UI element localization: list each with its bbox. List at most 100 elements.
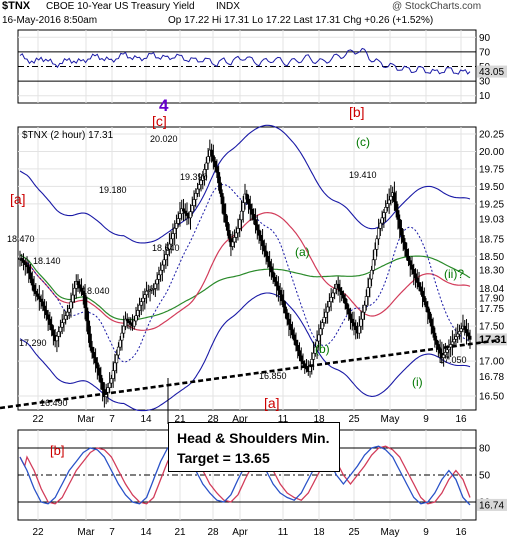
price-bar-body bbox=[210, 149, 214, 156]
price-bar-body bbox=[164, 254, 168, 261]
x-tick-label-top: 7 bbox=[109, 414, 115, 425]
price-bar-body bbox=[138, 304, 142, 311]
price-bar-body bbox=[312, 352, 316, 360]
price-bar-body bbox=[329, 297, 333, 302]
price-bar-body bbox=[371, 259, 375, 271]
price-bar-body bbox=[181, 208, 185, 212]
price-bar-body bbox=[347, 308, 351, 315]
top-y-tick-label: 43.05 bbox=[479, 67, 504, 78]
top-panel-grid bbox=[18, 30, 476, 103]
top-oscillator-line bbox=[19, 47, 471, 75]
bottom-y-tick-label: 80 bbox=[479, 444, 491, 455]
price-bar-body bbox=[426, 306, 430, 313]
price-bar-body bbox=[171, 233, 175, 240]
main-y-tick-label: 19.25 bbox=[479, 199, 504, 210]
main-y-tick-label: 19.75 bbox=[479, 164, 504, 175]
price-bar-body bbox=[48, 318, 52, 325]
moving-average-long bbox=[19, 254, 471, 321]
price-bar-body bbox=[264, 250, 268, 257]
price-bar-body bbox=[20, 258, 24, 261]
price-bar-body bbox=[468, 335, 472, 340]
wave-label-c: (c) bbox=[356, 135, 370, 149]
price-bar-body bbox=[134, 315, 138, 322]
price-bar-body bbox=[225, 222, 229, 231]
price-bar-body bbox=[370, 269, 374, 280]
price-bar-body bbox=[377, 228, 381, 240]
price-bar-body bbox=[206, 156, 210, 164]
main-y-tick-label: 17.00 bbox=[479, 357, 504, 368]
main-y-tick-label: 18.75 bbox=[479, 234, 504, 245]
main-y-tick-label: 17.75 bbox=[479, 304, 504, 315]
price-label-19410: 19.410 bbox=[349, 170, 377, 180]
price-bar-body bbox=[398, 219, 402, 229]
main-panel-grid bbox=[18, 127, 476, 410]
price-bar-body bbox=[116, 346, 120, 356]
price-bar-body bbox=[464, 329, 468, 334]
price-bar-body bbox=[301, 360, 305, 365]
price-bar-body bbox=[257, 229, 261, 236]
wave-label-b: (b) bbox=[315, 342, 330, 356]
price-bar-body bbox=[174, 223, 178, 229]
price-bar-body bbox=[108, 382, 112, 388]
x-tick-label-top: 11 bbox=[278, 414, 289, 425]
top-y-tick-label: 10 bbox=[479, 91, 491, 102]
price-bar-body bbox=[289, 324, 293, 330]
price-bar-body bbox=[250, 208, 254, 215]
price-bar-body bbox=[123, 318, 127, 327]
price-bar-body bbox=[433, 332, 437, 341]
price-bar-body bbox=[136, 310, 140, 316]
price-bar-body bbox=[227, 230, 231, 239]
price-bar-body bbox=[350, 318, 354, 323]
price-bar-body bbox=[422, 296, 426, 302]
price-bar-body bbox=[141, 297, 145, 302]
price-bar-body bbox=[217, 172, 221, 184]
main-y-tick-label: 20.00 bbox=[479, 147, 504, 158]
x-axis-labels-bottom: 22 Mar 7 14 21 28 Apr 11 18 25 May 9 16 bbox=[32, 527, 467, 538]
price-bar-body bbox=[71, 294, 75, 303]
price-bar-body bbox=[239, 210, 243, 221]
price-bar-body bbox=[392, 192, 396, 202]
price-bar-body bbox=[92, 352, 96, 358]
price-bar-body bbox=[366, 287, 370, 297]
top-last-value-highlight bbox=[477, 65, 507, 78]
price-bar-body bbox=[341, 294, 345, 299]
price-bar-body bbox=[268, 261, 272, 268]
price-bar-body bbox=[414, 273, 418, 279]
price-bar-body bbox=[282, 300, 286, 308]
x-tick-label-top: 16 bbox=[455, 414, 467, 425]
stockcharts-watermark: @ StockCharts.com bbox=[392, 1, 482, 12]
bottom-y-tick-label: 50 bbox=[479, 471, 491, 482]
price-bar-body bbox=[324, 311, 328, 318]
price-bar-body bbox=[419, 286, 423, 292]
price-bar-body bbox=[340, 290, 344, 296]
price-bar-body bbox=[166, 248, 170, 255]
price-bar-body bbox=[294, 339, 298, 346]
price-bar-body bbox=[428, 311, 432, 320]
price-bar-body bbox=[459, 328, 463, 332]
price-bar-body bbox=[271, 271, 275, 278]
wave-label-b-square-top: [b] bbox=[349, 104, 365, 120]
price-bar-body bbox=[162, 259, 166, 266]
price-label-19390: 19.390 bbox=[180, 172, 208, 182]
price-bar-body bbox=[30, 278, 34, 286]
price-label-16490: 16.490 bbox=[40, 398, 68, 408]
price-bar-body bbox=[178, 213, 182, 219]
x-axis-labels-top: 22 Mar 7 14 21 28 Apr 11 18 25 May 9 16 bbox=[32, 414, 467, 425]
x-tick-label-bottom: 7 bbox=[109, 527, 115, 538]
price-bar-body bbox=[424, 301, 428, 308]
moving-average-short bbox=[19, 184, 471, 363]
price-bar-body bbox=[218, 182, 222, 194]
price-bar-body bbox=[283, 306, 287, 314]
price-bar-body bbox=[37, 296, 41, 300]
price-bar-body bbox=[299, 355, 303, 362]
price-bar-body bbox=[32, 284, 36, 292]
quote-summary: Op 17.22 Hi 17.31 Lo 17.22 Last 17.31 Ch… bbox=[168, 15, 434, 26]
price-bar-body bbox=[55, 335, 59, 342]
price-bar-body bbox=[387, 199, 391, 204]
chart-datetime: 16-May-2016 8:50am bbox=[2, 15, 98, 26]
exchange-label: INDX bbox=[216, 1, 240, 12]
price-bar-body bbox=[120, 332, 124, 341]
main-y-tick-label: 18.50 bbox=[479, 252, 504, 263]
price-bar-body bbox=[457, 331, 461, 335]
price-bar-body bbox=[266, 255, 270, 262]
